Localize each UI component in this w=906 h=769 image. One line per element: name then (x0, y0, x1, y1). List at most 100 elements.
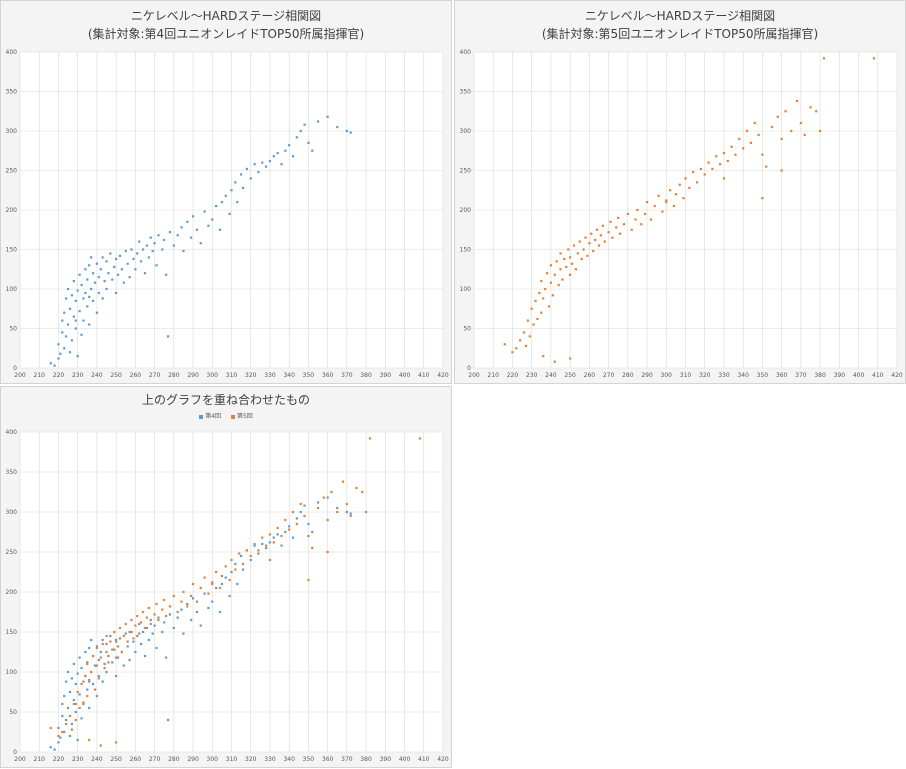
data-point-series-1 (182, 590, 185, 594)
y-tick-label: 200 (460, 207, 472, 214)
y-tick-label: 350 (6, 89, 18, 96)
y-tick-label: 0 (13, 749, 17, 756)
data-point-series-0 (617, 216, 620, 219)
data-point-series-1 (128, 630, 131, 634)
data-point-series-0 (115, 640, 118, 643)
data-point-series-0 (586, 254, 589, 257)
data-point-series-0 (542, 355, 545, 358)
data-point-series-0 (141, 630, 145, 634)
data-point-series-1 (234, 568, 237, 571)
data-point-series-1 (111, 648, 114, 651)
data-point-series-1 (272, 541, 275, 544)
data-point-series-0 (211, 600, 214, 603)
data-point-series-0 (532, 323, 535, 326)
data-point-series-0 (345, 510, 348, 514)
y-tick-label: 250 (460, 168, 472, 175)
x-tick-label: 410 (418, 372, 430, 379)
legend-label: 第5回 (236, 413, 253, 420)
data-point-series-0 (336, 506, 339, 510)
chart-title: ニケレベル～HARDステージ相関図 (130, 9, 322, 23)
data-point-series-0 (116, 656, 120, 659)
data-point-series-0 (695, 181, 699, 184)
data-point-series-0 (776, 115, 779, 118)
data-point-series-0 (86, 661, 89, 664)
data-point-series-1 (341, 480, 345, 483)
data-point-series-0 (228, 594, 231, 598)
data-point-series-0 (118, 637, 122, 640)
data-point-series-0 (97, 674, 100, 678)
data-point-series-0 (91, 682, 95, 686)
data-point-series-0 (280, 163, 283, 166)
legend-label: 第4回 (205, 413, 222, 420)
data-point-series-0 (115, 674, 118, 678)
data-point-series-0 (76, 289, 79, 292)
data-point-series-0 (795, 99, 799, 103)
data-point-series-0 (90, 287, 93, 291)
x-tick-label: 410 (418, 756, 430, 763)
y-tick-label: 150 (6, 629, 18, 636)
data-point-series-1 (91, 654, 95, 658)
data-point-series-0 (66, 323, 70, 326)
y-tick-label: 0 (467, 365, 471, 372)
data-point-series-0 (607, 231, 610, 234)
data-point-series-0 (530, 307, 533, 310)
data-point-series-0 (682, 197, 685, 200)
data-point-series-1 (230, 558, 233, 562)
x-tick-label: 280 (622, 372, 634, 379)
data-point-series-0 (640, 223, 643, 226)
data-point-series-0 (561, 278, 564, 281)
data-point-series-0 (551, 294, 554, 297)
chart-panel-overlay: 上のグラフを重ね合わせたもの 第4回 第5回 200 210 220 230 240 25… (0, 386, 452, 768)
data-point-series-0 (88, 323, 91, 326)
data-point-series-0 (245, 167, 248, 171)
data-point-series-0 (151, 632, 154, 635)
data-point-series-0 (549, 264, 553, 267)
chart-legend: 第4回 第5回 (1, 413, 451, 421)
data-point-series-0 (674, 193, 677, 196)
data-point-series-1 (195, 600, 198, 603)
data-point-series-0 (249, 558, 252, 562)
x-tick-label: 380 (360, 756, 372, 763)
data-point-series-1 (149, 622, 152, 626)
y-tick-label: 250 (6, 168, 18, 175)
data-point-series-0 (66, 670, 70, 674)
data-point-series-1 (207, 592, 210, 595)
x-tick-label: 250 (564, 372, 576, 379)
data-point-series-0 (672, 204, 676, 208)
data-point-series-0 (611, 236, 614, 239)
data-point-series-0 (88, 295, 91, 298)
x-tick-label: 350 (757, 372, 769, 379)
data-point-series-0 (140, 260, 143, 263)
x-tick-label: 390 (380, 756, 392, 763)
data-point-series-0 (272, 155, 275, 158)
data-point-series-0 (692, 170, 695, 174)
data-point-series-0 (815, 110, 818, 113)
x-tick-label: 290 (641, 372, 653, 379)
data-point-series-0 (57, 741, 60, 744)
x-tick-label: 340 (283, 756, 295, 763)
data-point-series-0 (63, 347, 66, 350)
data-point-series-0 (65, 680, 68, 683)
y-tick-label: 300 (6, 509, 18, 516)
y-tick-label: 100 (460, 286, 472, 293)
data-point-series-1 (103, 666, 106, 670)
data-point-series-0 (126, 645, 129, 648)
data-point-series-1 (238, 552, 241, 555)
data-point-series-0 (734, 153, 737, 156)
data-point-series-1 (113, 630, 116, 634)
data-point-series-1 (257, 549, 260, 552)
x-tick-label: 370 (341, 756, 353, 763)
data-point-series-0 (569, 357, 572, 360)
x-tick-label: 420 (437, 372, 449, 379)
data-point-series-0 (76, 672, 79, 675)
data-point-series-1 (145, 616, 148, 619)
data-point-series-0 (280, 544, 283, 547)
data-point-series-0 (588, 242, 591, 245)
x-tick-label: 210 (34, 756, 46, 763)
data-point-series-0 (249, 177, 252, 180)
data-point-series-0 (528, 335, 531, 338)
data-point-series-0 (147, 256, 150, 259)
data-point-series-0 (78, 310, 81, 313)
data-point-series-0 (74, 327, 77, 330)
data-point-series-0 (540, 311, 543, 314)
